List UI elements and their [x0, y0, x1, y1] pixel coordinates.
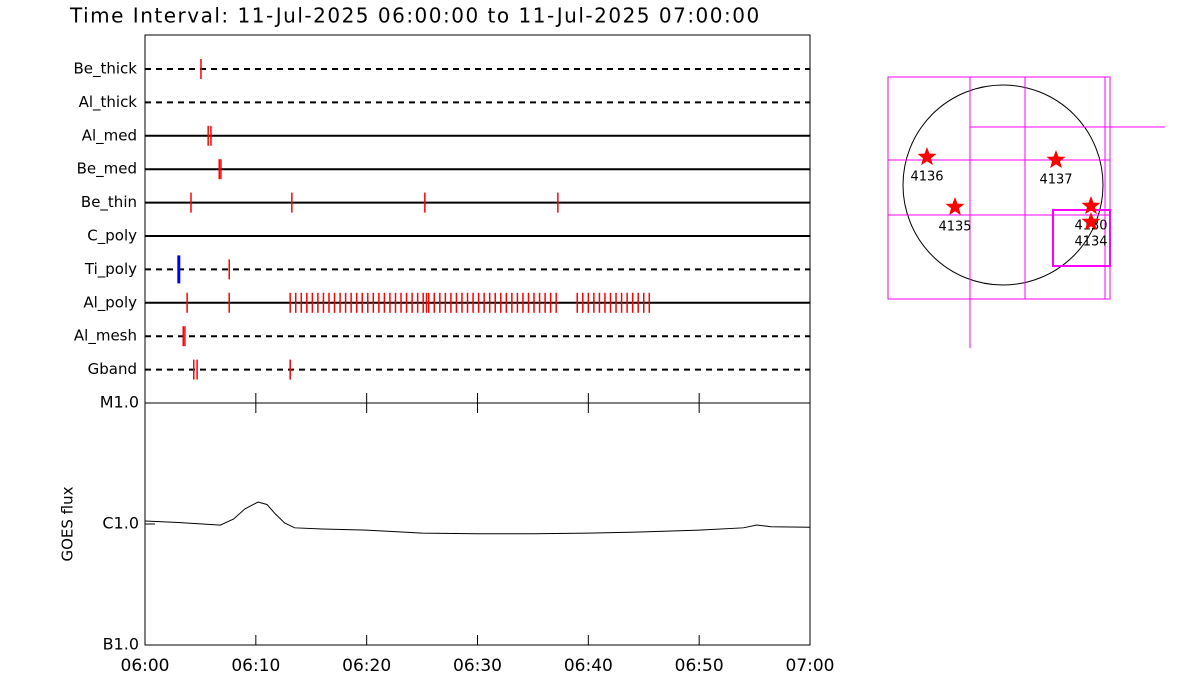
y-tick-label: B1.0	[103, 635, 139, 654]
region-label: 4137	[1039, 173, 1072, 188]
region-marker	[1081, 196, 1101, 215]
region-marker	[1046, 150, 1066, 169]
y-tick-label: C1.0	[102, 514, 139, 533]
region-label: 4134	[1074, 235, 1107, 250]
x-tick-label: 06:20	[342, 656, 391, 676]
region-marker	[1081, 212, 1101, 231]
region-label: 4136	[910, 170, 943, 185]
region-label: 4135	[938, 220, 971, 235]
sun-map	[887, 76, 1165, 348]
region-marker	[917, 147, 937, 166]
field	[1052, 209, 1111, 267]
timeline-frame	[144, 34, 811, 404]
row-label: Be_med	[77, 160, 137, 179]
row-label: Al_poly	[83, 293, 137, 312]
x-tick-label: 06:50	[675, 656, 724, 676]
region-marker	[945, 197, 965, 216]
x-tick-label: 07:00	[786, 656, 835, 676]
row-label: Al_thick	[79, 93, 138, 112]
x-tick-label: 06:00	[121, 656, 170, 676]
title: Time Interval: 11-Jul-2025 06:00:00 to 1…	[69, 4, 761, 28]
x-tick-label: 06:10	[231, 656, 280, 676]
solar-disk	[902, 84, 1104, 286]
x-tick-label: 06:30	[453, 656, 502, 676]
row-label: C_poly	[87, 227, 137, 246]
row-label: Al_mesh	[74, 327, 137, 346]
row-label: Gband	[88, 360, 137, 378]
row-label: Be_thick	[73, 60, 137, 79]
goes-frame	[144, 402, 811, 646]
row-label: Ti_poly	[84, 260, 137, 279]
goes-line	[144, 501, 811, 535]
row-label: Al_med	[82, 126, 137, 145]
x-tick-label: 06:40	[564, 656, 613, 676]
field	[887, 76, 1111, 300]
y-tick-label: M1.0	[100, 393, 139, 412]
y-axis-label: GOES flux	[59, 486, 77, 561]
row-label: Be_thin	[81, 193, 137, 212]
